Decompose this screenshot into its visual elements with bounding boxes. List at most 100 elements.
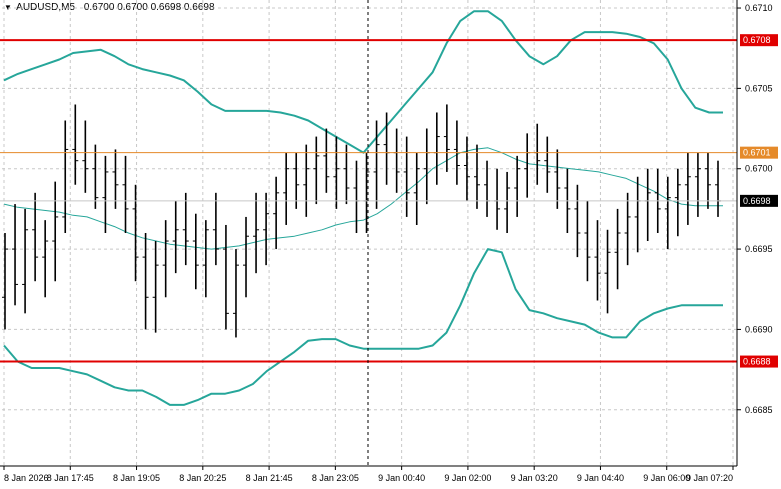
- x-tick-label: 8 Jan 17:45: [47, 473, 94, 483]
- ohlc-bar: [263, 192, 270, 266]
- ohlc-bar: [62, 120, 69, 233]
- price-bars: [2, 104, 721, 338]
- price-tag: 0.6698: [740, 194, 778, 207]
- ohlc-bar: [704, 152, 711, 209]
- ohlc-bar: [82, 120, 89, 193]
- ohlc-bar: [353, 160, 360, 233]
- ohlc-bar: [403, 136, 410, 217]
- price-tag-label: 0.6688: [743, 357, 771, 367]
- x-tick-label: 8 Jan 19:05: [113, 473, 160, 483]
- ohlc-bar: [504, 171, 511, 233]
- ohlc-bar: [92, 144, 99, 209]
- x-tick-label: 9 Jan 06:00: [643, 473, 690, 483]
- ohlc-bar: [463, 136, 470, 201]
- bollinger-middle-line: [3, 147, 723, 250]
- price-axis[interactable]: 0.6710 0.6705 0.6700 0.6695 0.6690 0.6685: [737, 3, 773, 415]
- ohlc-bar: [433, 112, 440, 185]
- ohlc-bar: [253, 192, 260, 274]
- ohlc-bar: [624, 192, 631, 266]
- ohlc-bar: [142, 233, 149, 330]
- x-tick-label: 9 Jan 07:20: [686, 473, 733, 483]
- x-tick-label: 9 Jan 03:20: [511, 473, 558, 483]
- price-tag: 0.6688: [740, 355, 778, 368]
- ohlc-bar: [423, 128, 430, 205]
- ohlc-bar: [524, 133, 531, 198]
- x-tick-label: 8 Jan 23:05: [312, 473, 359, 483]
- ohlc-bar: [443, 104, 450, 172]
- x-tick-label: 8 Jan 20:25: [179, 473, 226, 483]
- ohlc-bar: [303, 144, 310, 217]
- y-tick-label: 0.6705: [745, 83, 773, 93]
- dropdown-triangle-icon[interactable]: ▼: [4, 3, 12, 12]
- x-tick-label: 9 Jan 00:40: [378, 473, 425, 483]
- ohlc-bar: [52, 181, 59, 282]
- x-tick-label: 9 Jan 04:40: [577, 473, 624, 483]
- ohlc-bar: [674, 168, 681, 237]
- ohlc-bar: [614, 208, 621, 290]
- bollinger-upper-line: [3, 10, 723, 154]
- x-tick-label: 8 Jan 21:45: [246, 473, 293, 483]
- ohlc-bar: [604, 229, 611, 314]
- price-tag-label: 0.6708: [743, 35, 771, 45]
- price-tags: 0.6708 0.6701 0.6698 0.6688: [740, 34, 778, 368]
- ohlc-bar: [212, 192, 219, 266]
- x-tick-label: 9 Jan 02:00: [444, 473, 491, 483]
- ohlc-bar: [323, 128, 330, 193]
- ohlc-bar: [715, 160, 721, 217]
- ohlc-bar: [514, 155, 521, 217]
- ohlc-bar: [182, 192, 189, 266]
- ohlc-bar: [413, 152, 420, 225]
- ohlc-bar: [584, 200, 591, 282]
- ohlc-bar: [594, 220, 601, 301]
- price-tag-box: [740, 355, 778, 368]
- y-tick-label: 0.6695: [745, 244, 773, 254]
- price-tag-box: [740, 194, 778, 207]
- ohlc-bar: [72, 104, 79, 185]
- ohlc-bar: [694, 152, 701, 217]
- ohlc-bar: [273, 176, 280, 250]
- ohlc-bar: [393, 128, 400, 193]
- price-tag-box: [740, 146, 778, 159]
- ohlc-bar: [42, 220, 49, 298]
- price-tag-box: [740, 34, 778, 47]
- ohlc-bar: [684, 152, 691, 225]
- ohlc-bar: [634, 176, 641, 253]
- ohlc-bar: [544, 136, 551, 193]
- ohlc-bar: [574, 184, 581, 258]
- ohlc-bar: [343, 144, 350, 205]
- price-tag-label: 0.6698: [743, 196, 771, 206]
- ohlc-bar: [22, 208, 29, 314]
- ohlc-bar: [162, 220, 169, 298]
- ohlc-bar: [333, 136, 340, 209]
- ohlc-bar: [222, 224, 229, 330]
- ohlc-bar: [112, 149, 119, 209]
- ohlc-bar: [192, 213, 199, 290]
- symbol-name: AUDUSD,M5: [16, 2, 76, 13]
- ohlc-bar: [12, 204, 19, 306]
- ohlc-bar: [554, 149, 561, 209]
- ohlc-bar: [283, 152, 290, 225]
- ohlc-bar: [534, 123, 541, 185]
- ohlc-bar: [102, 155, 109, 233]
- y-tick-label: 0.6700: [745, 164, 773, 174]
- ohlc-readout: 0.6700 0.6700 0.6698 0.6698: [83, 2, 215, 13]
- ohlc-bar: [473, 144, 480, 209]
- x-tick-label: 8 Jan 2026: [4, 473, 49, 483]
- bollinger-lower-line: [3, 248, 723, 406]
- ohlc-bar: [644, 168, 651, 242]
- ohlc-bar: [232, 249, 239, 338]
- bollinger-bands: [3, 10, 723, 406]
- y-tick-label: 0.6685: [745, 405, 773, 415]
- price-tag: 0.6708: [740, 34, 778, 47]
- y-tick-label: 0.6690: [745, 324, 773, 334]
- ohlc-bar: [122, 155, 129, 233]
- ohlc-bar: [293, 152, 300, 209]
- ohlc-bar: [243, 216, 250, 298]
- ohlc-bar: [2, 233, 8, 330]
- ohlc-bar: [132, 184, 139, 282]
- grid: [2, 0, 737, 466]
- ohlc-bar: [373, 120, 380, 209]
- y-tick-label: 0.6710: [745, 3, 773, 13]
